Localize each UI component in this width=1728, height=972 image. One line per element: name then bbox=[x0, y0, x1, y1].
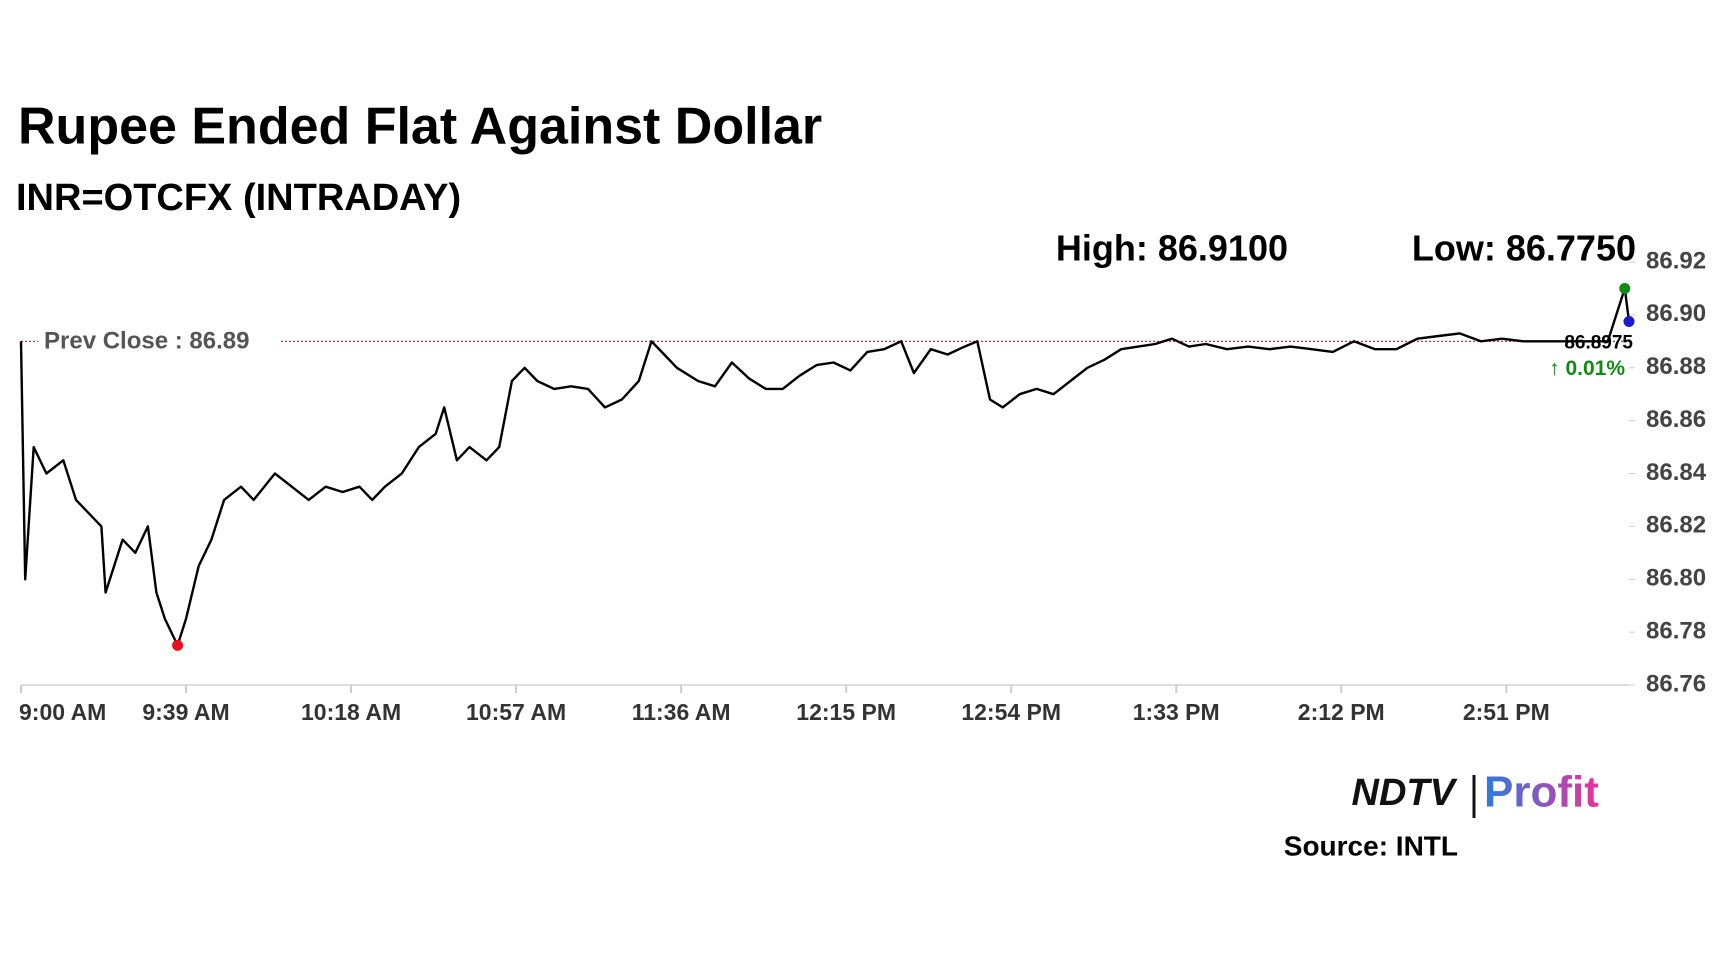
last-value-label: 86.8975 bbox=[1564, 333, 1633, 354]
y-tick-label: 86.90 bbox=[1646, 300, 1706, 327]
last-marker bbox=[1623, 315, 1635, 327]
y-tick-label: 86.80 bbox=[1646, 565, 1706, 592]
y-tick-label: 86.92 bbox=[1646, 247, 1706, 274]
x-tick-label: 9:39 AM bbox=[142, 699, 229, 725]
y-tick-label: 86.84 bbox=[1646, 459, 1707, 486]
x-tick-label: 12:54 PM bbox=[961, 699, 1061, 725]
prev-close-label: Prev Close : 86.89 bbox=[44, 328, 249, 355]
y-tick-label: 86.78 bbox=[1646, 617, 1706, 644]
high-label: High: 86.9100 bbox=[1056, 228, 1288, 269]
x-tick-label: 11:36 AM bbox=[632, 699, 731, 725]
prev-close-bg bbox=[38, 325, 280, 358]
x-tick-label: 2:12 PM bbox=[1298, 699, 1385, 725]
x-tick-label: 12:15 PM bbox=[796, 699, 896, 725]
chart-subtitle: INR=OTCFX (INTRADAY) bbox=[16, 177, 461, 219]
low-label: Low: 86.7750 bbox=[1412, 228, 1636, 269]
x-tick-label: 9:00 AM bbox=[19, 699, 106, 725]
change-label: ↑ 0.01% bbox=[1549, 357, 1625, 380]
x-tick-label: 10:57 AM bbox=[466, 699, 566, 725]
brand: NDTV bbox=[1352, 772, 1458, 814]
x-tick-label: 1:33 PM bbox=[1133, 699, 1220, 725]
brand-sub: Profit bbox=[1484, 768, 1599, 817]
y-tick-label: 86.76 bbox=[1646, 670, 1706, 697]
x-tick-label: 10:18 AM bbox=[301, 699, 401, 725]
high-marker bbox=[1619, 282, 1631, 294]
y-tick-label: 86.86 bbox=[1646, 406, 1706, 433]
y-tick-label: 86.82 bbox=[1646, 512, 1706, 539]
source: Source: INTL bbox=[1284, 830, 1458, 861]
chart-title: Rupee Ended Flat Against Dollar bbox=[18, 98, 822, 156]
x-tick-label: 2:51 PM bbox=[1463, 699, 1550, 725]
y-tick-label: 86.88 bbox=[1646, 353, 1706, 380]
low-marker bbox=[172, 639, 184, 651]
price-line bbox=[19, 287, 1631, 647]
